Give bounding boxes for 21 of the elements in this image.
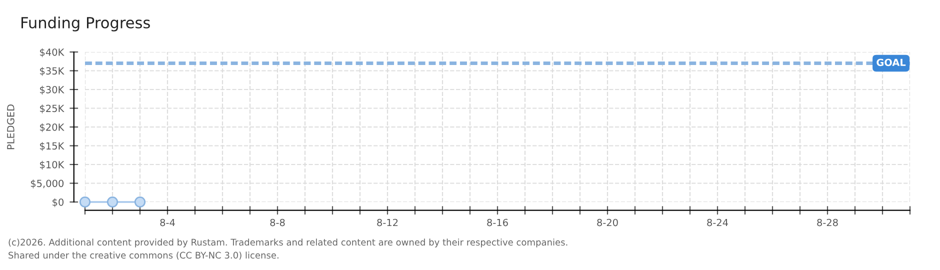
x-tick-label: 8-16 [487,218,508,226]
x-tick-label: 8-4 [160,218,175,226]
y-tick-label: $25K [40,104,64,114]
x-tick-label: 8-24 [707,218,728,226]
x-tick-label: 8-8 [270,218,285,226]
y-tick-label: $15K [40,142,64,151]
y-tick-label: $30K [40,86,64,95]
x-tick-label: 8-12 [377,218,398,226]
y-tick-label: $5,000 [30,180,64,188]
text: (c)2026. Additional content provided by Rustam. Trademarks and related content are owned by their respective companies. [8,238,568,248]
text: Shared under the creative commons (CC BY-NC 3.0) license. [8,252,278,260]
y-tick-label: $20K [40,123,64,132]
y-tick-label: $35K [40,67,64,76]
y-tick-label: $40K [40,48,64,58]
x-tick-label: 8-20 [597,218,618,226]
y-tick-label: $0 [52,198,64,208]
y-axis-title: PLEDGED [7,104,14,150]
ref-line-label: GOAL [876,58,906,66]
x-tick-label: 8-28 [817,218,838,226]
y-tick-label: $10K [40,160,64,170]
chart-title: Funding Progress [22,16,150,32]
